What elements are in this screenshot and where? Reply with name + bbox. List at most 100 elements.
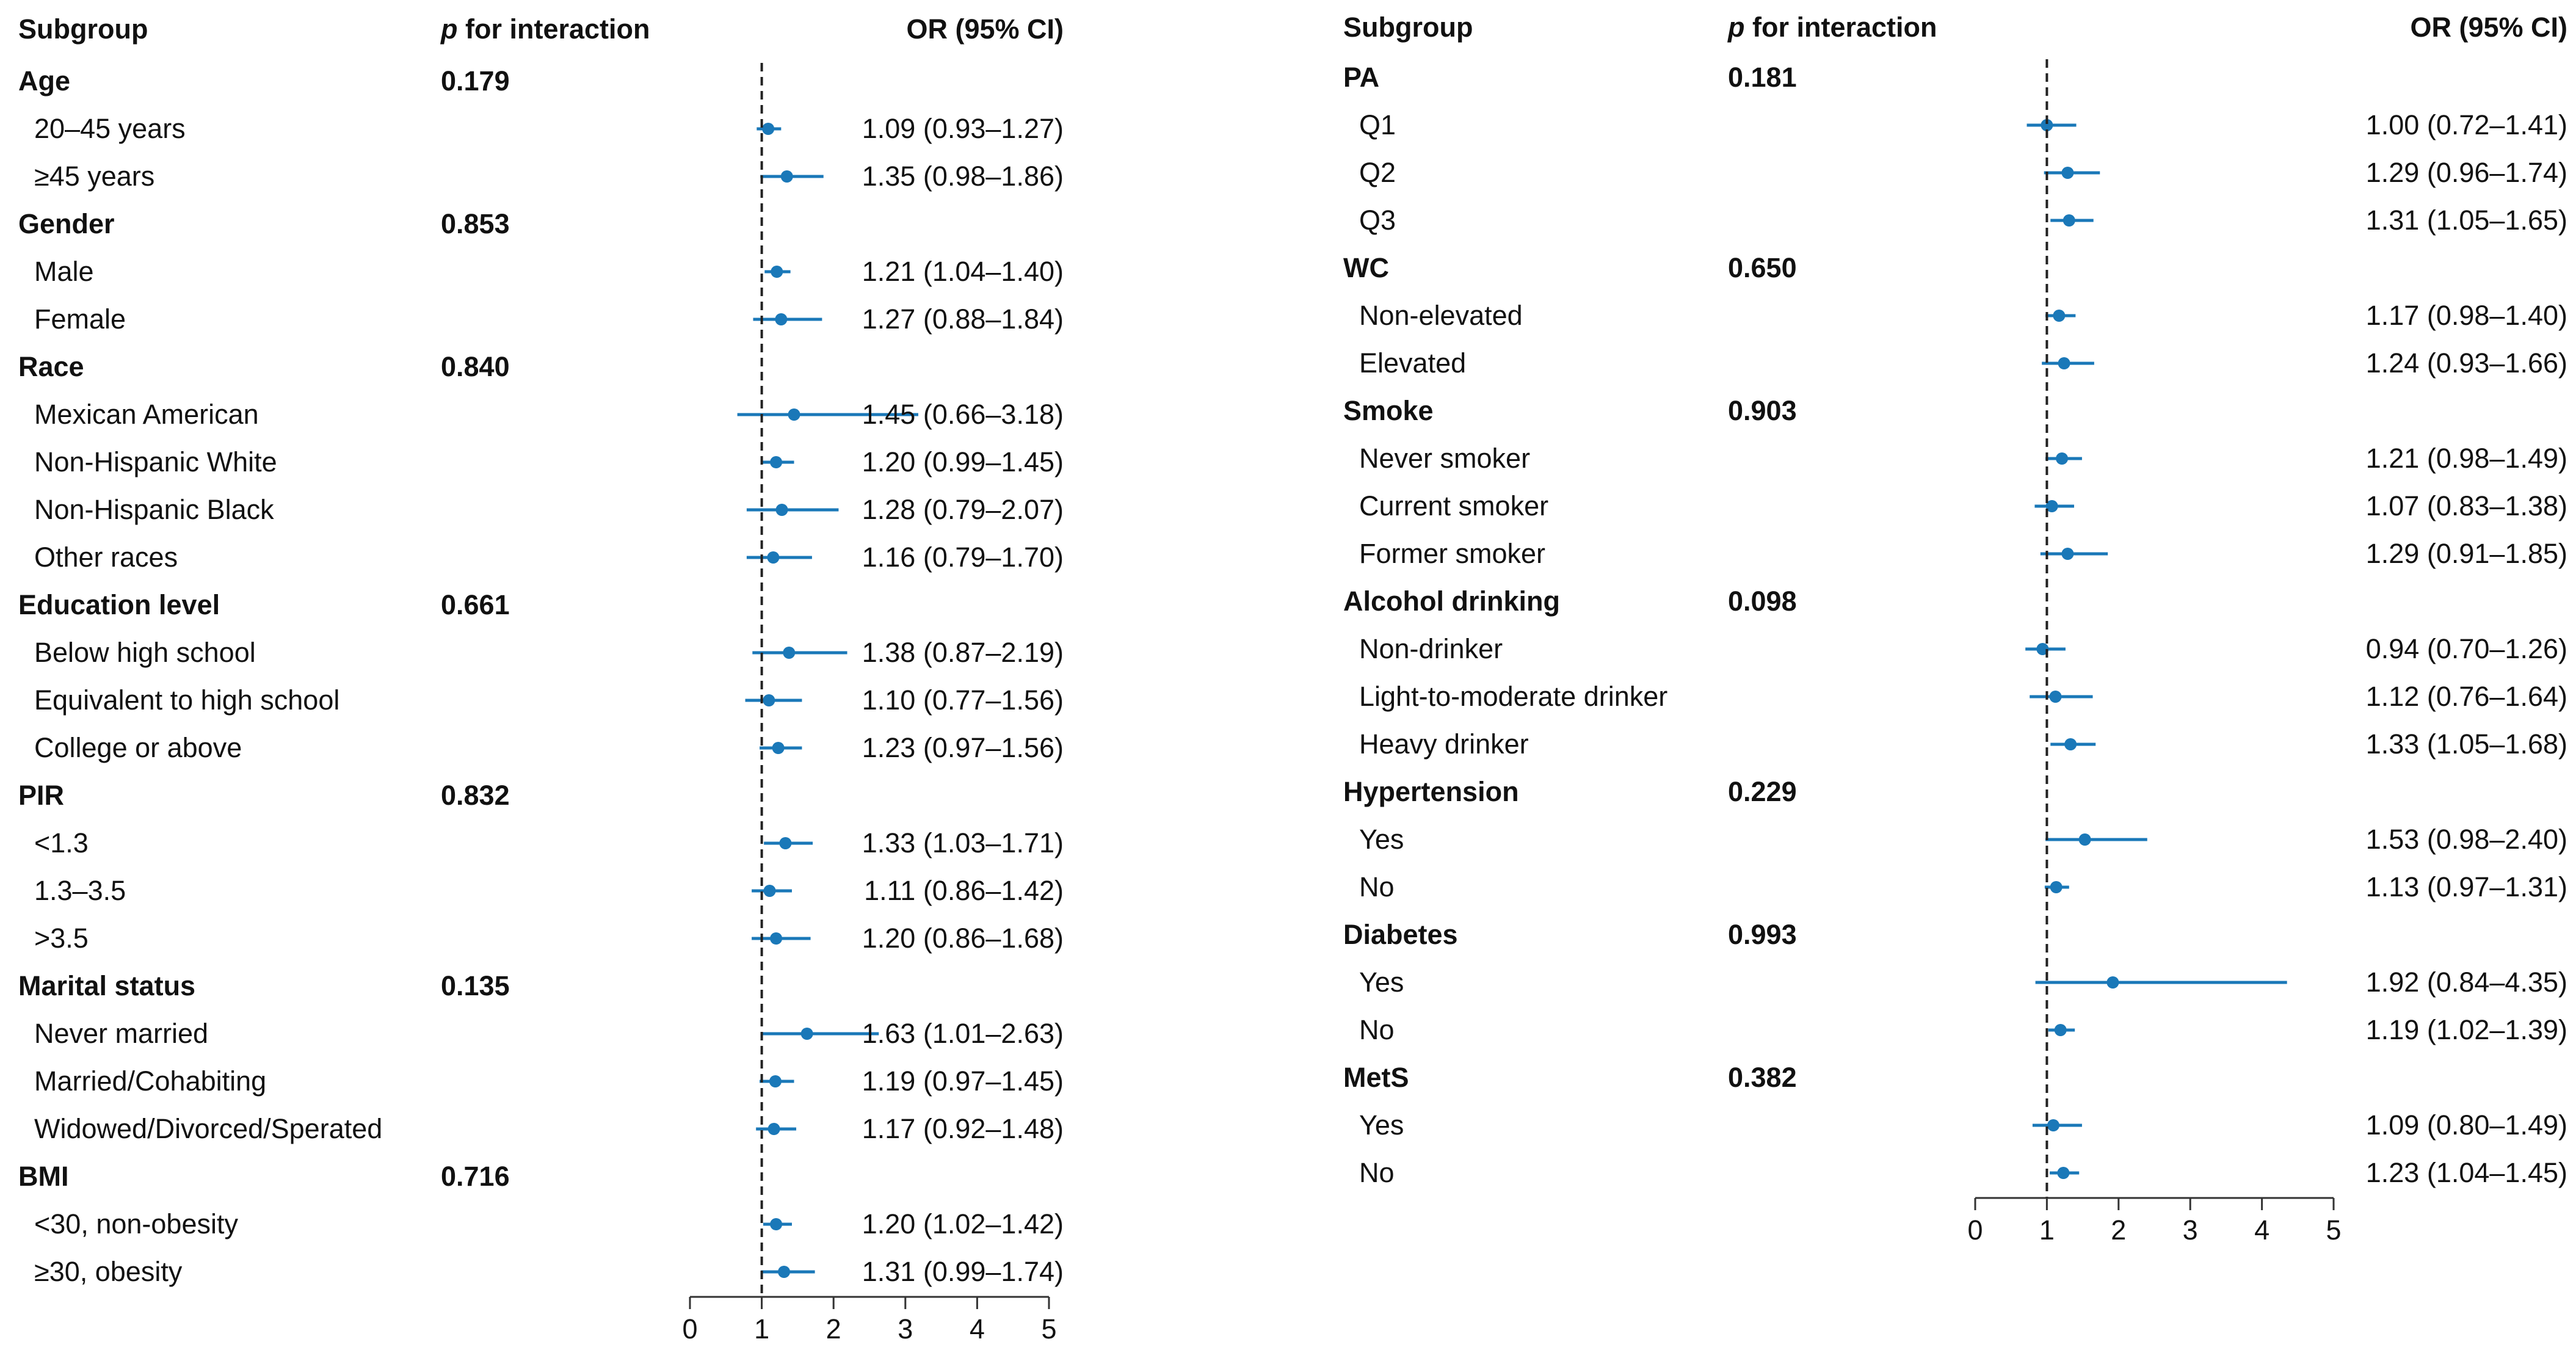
or-ci-value: 1.19 (1.02–1.39) [2366,1014,2567,1045]
x-tick-label: 1 [2039,1214,2055,1246]
or-point [783,647,796,659]
or-ci-value: 1.20 (1.02–1.42) [862,1208,1064,1239]
group-p-value: 0.135 [441,970,510,1001]
group-p-value: 0.840 [441,351,510,382]
header-subgroup: Subgroup [18,13,148,45]
or-ci-value: 1.16 (0.79–1.70) [862,542,1064,573]
subgroup-label: Male [34,256,94,287]
or-point [800,1028,813,1040]
group-p-value: 0.853 [441,208,510,239]
or-ci-value: 1.09 (0.93–1.27) [862,113,1064,144]
group-label: Age [18,65,70,96]
subgroup-label: Current smoker [1359,490,1548,521]
or-ci-value: 1.31 (1.05–1.65) [2366,205,2567,236]
or-ci-value: 1.92 (0.84–4.35) [2366,967,2567,998]
or-point [775,313,788,325]
group-label: Alcohol drinking [1343,586,1560,617]
or-point [779,837,792,849]
or-point [775,504,788,516]
or-point [2056,452,2069,465]
or-ci-value: 1.24 (0.93–1.66) [2366,347,2567,379]
subgroup-label: Yes [1359,967,1404,998]
group-p-value: 0.903 [1728,395,1797,426]
header-or-ci: OR (95% CI) [906,13,1064,45]
subgroup-label: Mexican American [34,399,259,430]
subgroup-label: Below high school [34,637,256,668]
header-p-suffix: for interaction [458,13,650,45]
subgroup-label: Non-drinker [1359,633,1503,664]
or-ci-value: 1.45 (0.66–3.18) [862,399,1064,430]
subgroup-label: Widowed/Divorced/Sperated [34,1113,382,1144]
or-ci-value: 1.11 (0.86–1.42) [864,875,1064,906]
or-ci-value: 1.19 (0.97–1.45) [862,1065,1064,1097]
or-point [2061,167,2074,179]
group-p-value: 0.181 [1728,62,1797,93]
or-point [2058,357,2070,369]
group-p-value: 0.650 [1728,252,1797,283]
or-point [772,742,785,754]
subgroup-label: <1.3 [34,827,89,858]
subgroup-label: Non-Hispanic Black [34,494,274,525]
or-point [769,1075,782,1087]
group-label: Race [18,351,84,382]
or-point [778,1266,791,1278]
subgroup-label: Yes [1359,824,1404,855]
x-tick-label: 5 [1041,1313,1056,1345]
subgroup-label: Never married [34,1018,208,1049]
forest-panel-2: Subgroup p for interaction OR (95% CI) PA 0.… [1343,12,2567,1246]
forest-panel-1: Subgroup p for interaction OR (95% CI) Age 0… [18,13,1064,1345]
x-tick-label: 5 [2326,1214,2341,1246]
group-p-value: 0.229 [1728,776,1797,807]
group-label: MetS [1343,1062,1409,1093]
or-ci-value: 1.07 (0.83–1.38) [2366,490,2567,521]
subgroup-label: Married/Cohabiting [34,1065,266,1097]
or-point [763,694,775,706]
or-point [2064,738,2077,750]
x-tick-label: 0 [1967,1214,1983,1246]
group-p-value: 0.179 [441,65,510,96]
x-tick-label: 3 [2183,1214,2198,1246]
or-ci-value: 1.09 (0.80–1.49) [2366,1109,2567,1141]
or-ci-value: 1.35 (0.98–1.86) [862,161,1064,192]
group-label: Diabetes [1343,919,1458,950]
or-ci-value: 1.33 (1.03–1.71) [862,827,1064,858]
or-point [2041,119,2053,131]
or-point [2054,1024,2067,1036]
or-ci-value: 1.20 (0.99–1.45) [862,446,1064,477]
or-point [788,408,800,421]
or-point [763,885,776,897]
group-label: WC [1343,252,1389,283]
header-p-interaction: p for interaction [440,13,650,45]
or-ci-value: 1.17 (0.92–1.48) [862,1113,1064,1144]
or-point [2047,1119,2059,1131]
subgroup-label: No [1359,1157,1395,1188]
or-point [767,1123,780,1135]
subgroup-label: Q3 [1359,205,1396,236]
or-point [2050,881,2063,893]
or-ci-value: 1.53 (0.98–2.40) [2366,824,2567,855]
subgroup-label: Equivalent to high school [34,684,339,716]
or-ci-value: 1.20 (0.86–1.68) [862,923,1064,954]
subgroup-label: Other races [34,542,178,573]
or-point [2049,691,2062,703]
subgroup-label: 1.3–3.5 [34,875,126,906]
header-p-letter: p [1727,12,1745,43]
or-ci-value: 1.21 (0.98–1.49) [2366,443,2567,474]
subgroup-label: ≥30, obesity [34,1256,183,1287]
x-tick-label: 2 [2111,1214,2126,1246]
header-subgroup: Subgroup [1343,12,1473,43]
group-p-value: 0.832 [441,780,510,811]
or-ci-value: 1.29 (0.96–1.74) [2366,157,2567,188]
or-ci-value: 1.12 (0.76–1.64) [2366,681,2567,712]
x-tick-label: 1 [754,1313,769,1345]
group-p-value: 0.993 [1728,919,1797,950]
subgroup-label: Q1 [1359,109,1396,140]
or-point [2106,976,2119,989]
subgroup-label: Non-Hispanic White [34,446,277,477]
or-ci-value: 1.63 (1.01–2.63) [862,1018,1064,1049]
x-tick-label: 2 [826,1313,841,1345]
x-tick-label: 4 [970,1313,985,1345]
group-p-value: 0.382 [1728,1062,1797,1093]
subgroup-label: 20–45 years [34,113,186,144]
group-label: PA [1343,62,1379,93]
